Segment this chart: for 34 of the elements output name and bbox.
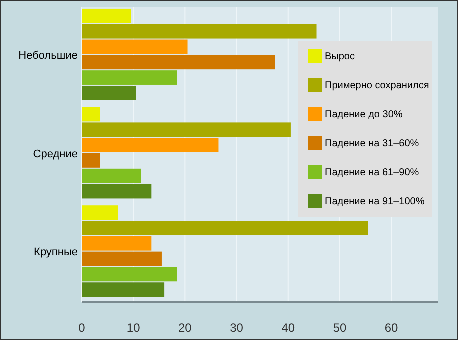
x-tick-label: 60 xyxy=(384,321,399,335)
bar xyxy=(82,24,317,39)
bar xyxy=(82,221,368,236)
legend-label: Падение до 30% xyxy=(325,110,403,120)
y-tick-label: Небольшие xyxy=(18,50,78,62)
x-tick-label: 20 xyxy=(178,321,192,335)
x-tick-label: 30 xyxy=(230,321,244,335)
legend-label: Вырос xyxy=(325,52,355,62)
bar xyxy=(82,122,291,138)
bar xyxy=(82,86,136,100)
x-tick-label: 50 xyxy=(333,321,347,335)
legend-label: Падение на 91–100% xyxy=(325,196,425,208)
bar xyxy=(82,252,162,266)
bar xyxy=(82,236,152,251)
bar xyxy=(82,40,188,54)
bar xyxy=(82,55,276,70)
legend-label: Падение на 61–90% xyxy=(325,168,420,178)
bar xyxy=(82,8,132,24)
y-tick-label: Крупные xyxy=(34,246,78,259)
x-tick-label: 10 xyxy=(126,321,141,335)
legend-label: Примерно сохранился xyxy=(325,80,430,92)
legend-label: Падение на 31–60% xyxy=(325,138,420,150)
bar xyxy=(82,70,178,85)
bar xyxy=(82,138,219,152)
x-tick-label: 0 xyxy=(78,321,86,335)
x-tick-label: 40 xyxy=(282,321,296,335)
bar xyxy=(82,206,118,220)
bar xyxy=(82,282,165,298)
bar xyxy=(82,107,100,122)
bar xyxy=(82,267,178,282)
bar xyxy=(82,168,142,184)
y-tick-label: Средние xyxy=(33,148,78,160)
bar xyxy=(82,154,100,168)
bar xyxy=(82,184,152,199)
